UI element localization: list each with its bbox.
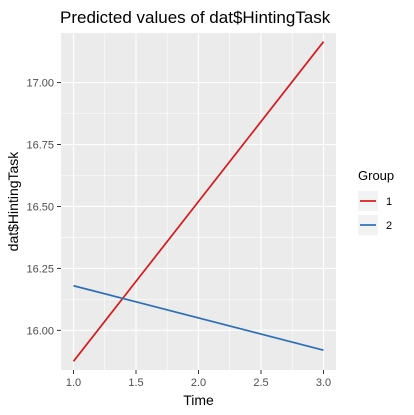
x-axis: 1.0 1.5 2.0 2.5 3.0 — [66, 370, 331, 389]
x-tick-label: 2.5 — [253, 377, 268, 389]
x-tick-label: 2.0 — [191, 377, 206, 389]
legend: Group 1 2 — [358, 168, 394, 235]
x-axis-title: Time — [183, 392, 214, 408]
legend-label-group-1: 1 — [386, 196, 392, 208]
y-tick-label: 16.25 — [26, 263, 54, 275]
series-layer — [72, 41, 325, 362]
legend-title: Group — [358, 168, 394, 183]
legend-label-group-2: 2 — [386, 220, 392, 232]
y-axis: 16.00 16.25 16.50 16.75 17.00 — [26, 78, 61, 337]
x-tick-label: 1.0 — [66, 377, 81, 389]
x-tick-label: 1.5 — [128, 377, 143, 389]
y-tick-label: 16.75 — [26, 140, 54, 152]
y-tick-label: 17.00 — [26, 78, 54, 90]
series-line-group-2 — [73, 284, 324, 351]
y-tick-label: 16.00 — [26, 325, 54, 337]
series-line-group-1 — [72, 41, 325, 362]
y-axis-title: dat$HintingTask — [5, 151, 21, 252]
y-tick-label: 16.50 — [26, 201, 54, 213]
chart-title: Predicted values of dat$HintingTask — [60, 8, 331, 27]
x-tick-label: 3.0 — [316, 377, 331, 389]
